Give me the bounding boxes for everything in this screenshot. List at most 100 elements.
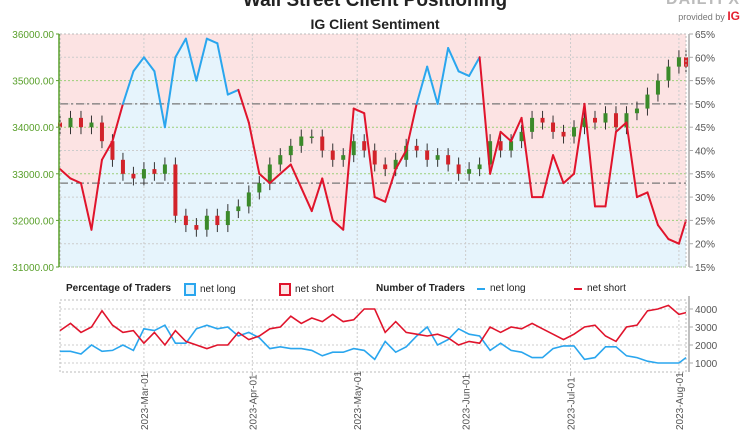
net-long-pct-line (111, 102, 124, 143)
net-long-pct-line (646, 191, 659, 227)
net-long-pct-line (405, 102, 418, 152)
left-tick-label: 32000.00 (12, 216, 54, 227)
candle-body (309, 136, 314, 139)
candle-body (89, 122, 94, 128)
net-short-line-icon (574, 287, 582, 290)
candle-body (645, 94, 650, 109)
net-long-pct-line (100, 140, 114, 161)
net-short-count-line (59, 304, 687, 350)
legend-pct-short: net short (279, 283, 334, 296)
candle-body (372, 150, 377, 165)
net-long-pct-line (520, 116, 534, 199)
chart-subtitle: IG Client Sentiment (310, 16, 440, 32)
candle-body (383, 164, 388, 170)
candle-body (152, 169, 157, 174)
candle-body (655, 80, 660, 95)
net-short-area (60, 34, 686, 244)
candle-body (320, 136, 325, 151)
net-long-pct-line (331, 219, 345, 231)
net-long-pct-line (394, 149, 408, 171)
candle-body (78, 117, 83, 128)
net-long-pct-line (604, 130, 617, 208)
right-tick-label: 45% (695, 123, 715, 134)
right-tick-label: 20% (695, 240, 715, 251)
net-long-area (60, 38, 686, 268)
candle-body (613, 113, 618, 128)
candle-body (257, 183, 262, 193)
legend-pct-heading: Percentage of Traders (66, 283, 172, 294)
net-long-pct-line (310, 177, 324, 213)
x-tick-label: 2023-Jun-01 (462, 373, 473, 430)
net-long-pct-line (69, 177, 82, 185)
legend-pct-short-label: net short (295, 284, 334, 295)
candle-body (110, 141, 115, 160)
net-long-pct-line (300, 186, 313, 213)
net-long-pct-line (667, 238, 680, 245)
right-tick-label: 25% (695, 216, 715, 227)
net-long-count-line (60, 324, 687, 364)
candle-body (141, 169, 146, 179)
candle-body (446, 155, 451, 165)
lower-plot-frame (59, 299, 687, 373)
candle-body (530, 117, 535, 132)
net-long-pct-line (478, 56, 492, 175)
candle-body (131, 173, 136, 179)
net-long-pct-line (132, 56, 145, 73)
net-long-pct-line (677, 219, 687, 245)
net-long-line-icon (477, 287, 485, 290)
candle-body (288, 145, 293, 156)
net-long-pct-line (583, 102, 596, 208)
candle-body (225, 211, 230, 226)
net-long-pct-line (205, 37, 219, 45)
lower-tick-label: 2000 (695, 341, 718, 352)
candle-body (330, 150, 335, 160)
right-tick-label: 65% (695, 30, 715, 41)
net-long-pct-line (59, 168, 72, 180)
net-long-pct-line (573, 102, 586, 175)
net-long-pct-line (415, 65, 429, 105)
net-long-pct-line (195, 37, 208, 82)
net-long-pct-line (384, 168, 397, 203)
candle-body (498, 141, 503, 151)
chart-title: Wall Street Client Positioning (242, 0, 508, 11)
lower-tick-label: 4000 (695, 305, 718, 316)
net-long-pct-line (625, 121, 638, 199)
net-long-pct-line (90, 158, 103, 231)
candle-body (488, 141, 493, 165)
candle-body (68, 117, 73, 128)
candle-body (477, 164, 482, 170)
ig-logo: IG (727, 9, 740, 23)
candle-body (603, 113, 608, 123)
net-long-pct-line (447, 46, 460, 73)
x-tick-label: 2023-Apr-01 (248, 374, 259, 430)
x-tick-label: 2023-May-01 (353, 371, 364, 430)
candle-body (540, 117, 545, 123)
candle-body (120, 159, 125, 174)
net-long-pct-line (562, 172, 576, 185)
net-long-pct-line (279, 163, 292, 175)
candle-body (551, 122, 556, 132)
net-long-pct-line (352, 107, 366, 115)
legend-num-heading: Number of Traders (376, 283, 465, 294)
net-long-pct-line (184, 37, 198, 82)
candle-body (215, 215, 220, 226)
net-long-pct-line (373, 196, 387, 203)
candle-body (404, 145, 409, 160)
lower-tick-label: 3000 (695, 323, 718, 334)
candle-body (676, 57, 681, 67)
net-long-pct-line (489, 130, 502, 175)
net-short-swatch-icon (279, 283, 291, 296)
x-tick-label: 2023-Jul-01 (567, 377, 578, 430)
net-long-pct-line (79, 182, 93, 231)
left-tick-label: 36000.00 (12, 30, 54, 41)
candle-body (341, 155, 346, 160)
right-tick-label: 35% (695, 170, 715, 181)
net-long-pct-line (468, 56, 481, 77)
net-long-pct-line (174, 37, 187, 59)
net-long-pct-line (552, 154, 565, 185)
net-long-pct-line (321, 177, 334, 222)
legend-num-short: net short (574, 283, 626, 294)
right-tick-label: 60% (695, 53, 715, 64)
